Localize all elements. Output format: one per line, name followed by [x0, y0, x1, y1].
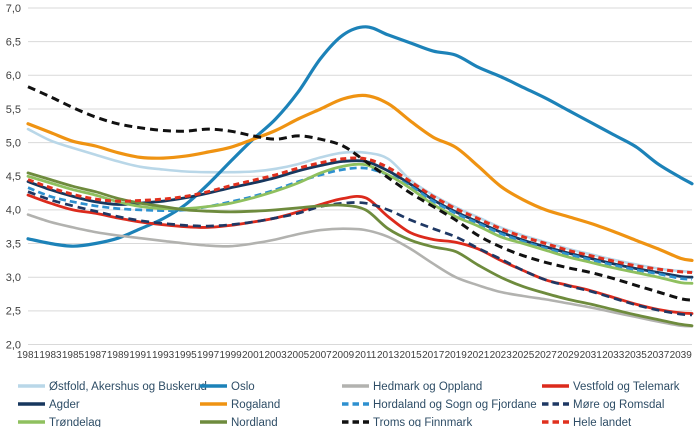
- y-axis-tick-label: 3,0: [6, 272, 21, 284]
- legend-label-hele-landet: Hele landet: [573, 417, 632, 427]
- y-axis-tick-label: 4,5: [6, 171, 21, 183]
- x-axis-tick-label: 1987: [84, 350, 107, 361]
- legend-label-m-re-og-romsdal: Møre og Romsdal: [573, 399, 664, 411]
- x-axis-tick-label: 1997: [197, 350, 220, 361]
- x-axis-tick-label: 2017: [422, 350, 445, 361]
- series-line-hordaland-og-sogn-og-fjordane: [27, 166, 693, 281]
- legend-label-troms-og-finnmark: Troms og Finnmark: [373, 417, 473, 427]
- x-axis-tick-label: 2007: [309, 350, 332, 361]
- x-axis-tick-label: 2021: [467, 350, 490, 361]
- y-axis-tick-label: 6,0: [6, 70, 21, 82]
- series-line-rogaland: [26, 93, 694, 262]
- series-line-tr-ndelag: [26, 162, 694, 285]
- x-axis-tick-label: 2019: [445, 350, 468, 361]
- legend-label-rogaland: Rogaland: [231, 399, 280, 411]
- series-line-nordland: [26, 171, 694, 328]
- series-line-oslo: [26, 25, 694, 248]
- y-axis-tick-label: 6,5: [6, 36, 21, 48]
- x-axis-tick-label: 1981: [17, 350, 40, 361]
- y-axis-tick-label: 2,0: [6, 339, 21, 351]
- x-axis-tick-label: 2015: [399, 350, 422, 361]
- x-axis-tick-label: 2003: [264, 350, 287, 361]
- series-line-m-re-og-romsdal: [27, 190, 693, 317]
- x-axis-tick-label: 2037: [647, 350, 670, 361]
- x-axis-tick-label: 2027: [535, 350, 558, 361]
- x-axis-tick-label: 1983: [39, 350, 62, 361]
- x-axis-tick-label: 2033: [602, 350, 625, 361]
- y-axis-tick-label: 7,0: [6, 3, 21, 15]
- x-axis-tick-label: 2023: [490, 350, 513, 361]
- legend-label-nordland: Nordland: [231, 417, 278, 427]
- x-axis-tick-label: 1985: [62, 350, 85, 361]
- series-line-hele-landet: [27, 156, 693, 274]
- y-axis-tick-label: 2,5: [6, 306, 21, 318]
- legend-label-oslo: Oslo: [231, 381, 255, 393]
- x-axis-tick-label: 2009: [332, 350, 355, 361]
- x-axis-tick-label: 2001: [242, 350, 265, 361]
- x-axis-tick-label: 1993: [152, 350, 175, 361]
- x-axis-tick-label: 1989: [107, 350, 130, 361]
- x-axis-tick-label: 1995: [174, 350, 197, 361]
- legend-label-vestfold-og-telemark: Vestfold og Telemark: [573, 381, 680, 393]
- x-axis-tick-label: 2039: [670, 350, 693, 361]
- x-axis-tick-label: 2013: [377, 350, 400, 361]
- y-axis-tick-label: 4,0: [6, 205, 21, 217]
- legend-label-hedmark-og-oppland: Hedmark og Oppland: [373, 381, 482, 393]
- x-axis-tick-label: 1991: [129, 350, 152, 361]
- legend-label--stfold-akershus-og-buskerud: Østfold, Akershus og Buskerud: [49, 381, 207, 393]
- y-axis-tick-label: 3,5: [6, 238, 21, 250]
- series-line-troms-og-finnmark: [27, 85, 693, 302]
- y-axis-tick-label: 5,5: [6, 104, 21, 116]
- x-axis-tick-label: 2029: [557, 350, 580, 361]
- x-axis-tick-label: 2025: [512, 350, 535, 361]
- x-axis-tick-label: 2035: [625, 350, 648, 361]
- x-axis-tick-label: 2031: [580, 350, 603, 361]
- x-axis-tick-label: 2005: [287, 350, 310, 361]
- series-line-hedmark-og-oppland: [26, 213, 694, 328]
- legend-label-tr-ndelag: Trøndelag: [49, 417, 101, 427]
- y-axis-tick-label: 5,0: [6, 137, 21, 149]
- x-axis-tick-label: 2011: [355, 350, 377, 361]
- x-axis-tick-label: 1999: [219, 350, 242, 361]
- legend-label-agder: Agder: [49, 399, 80, 411]
- legend-label-hordaland-og-sogn-og-fjordane: Hordaland og Sogn og Fjordane: [373, 399, 537, 411]
